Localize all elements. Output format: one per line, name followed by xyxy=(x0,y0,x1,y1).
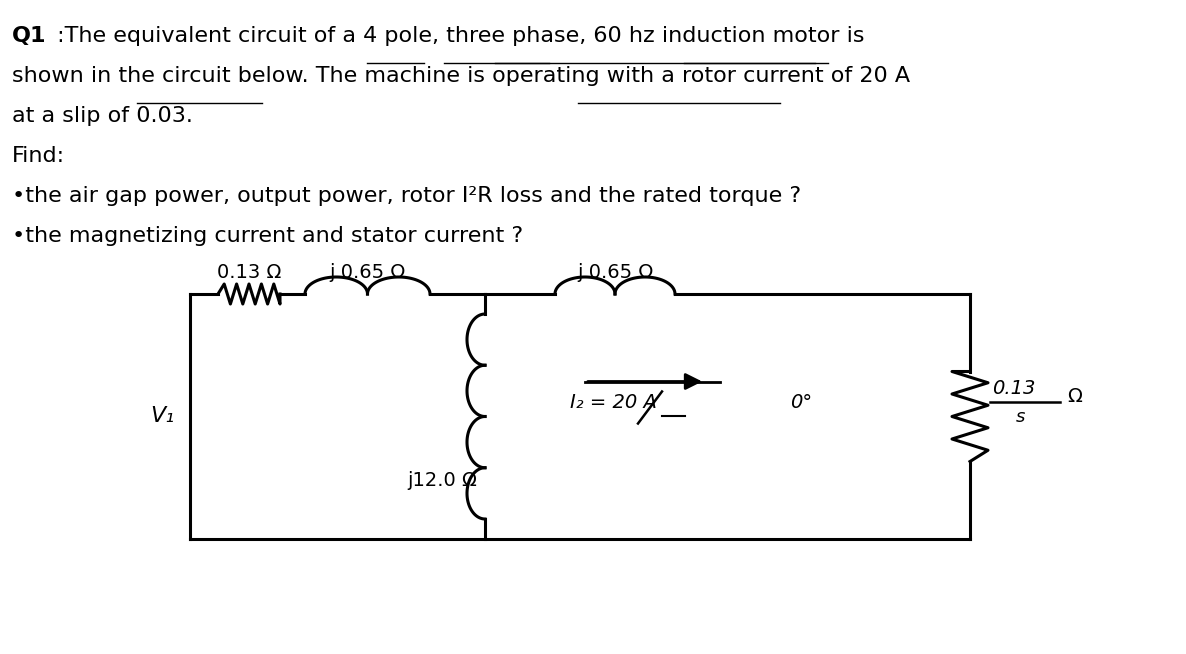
Text: Ω: Ω xyxy=(1067,387,1082,406)
Text: j 0.65 Ω: j 0.65 Ω xyxy=(576,263,653,282)
Text: j 0.65 Ω: j 0.65 Ω xyxy=(329,263,406,282)
Text: 0°: 0° xyxy=(790,394,812,413)
Text: •the magnetizing current and stator current ?: •the magnetizing current and stator curr… xyxy=(12,226,523,246)
Text: Q1: Q1 xyxy=(12,26,46,46)
Text: 0.13 Ω: 0.13 Ω xyxy=(217,263,281,282)
Text: j12.0 Ω: j12.0 Ω xyxy=(407,472,477,490)
Text: shown in the circuit below. The machine is operating with a rotor current of 20 : shown in the circuit below. The machine … xyxy=(12,66,910,86)
Text: s: s xyxy=(1015,409,1025,426)
Text: :The equivalent circuit of a 4 pole, three phase, 60 hz induction motor is: :The equivalent circuit of a 4 pole, thr… xyxy=(50,26,865,46)
Text: V₁: V₁ xyxy=(149,407,174,426)
Text: 0.13: 0.13 xyxy=(991,379,1035,398)
Text: at a slip of 0.03.: at a slip of 0.03. xyxy=(12,106,193,126)
Text: Find:: Find: xyxy=(12,146,65,166)
Text: I₂ = 20 A: I₂ = 20 A xyxy=(570,394,663,413)
Text: •the air gap power, output power, rotor I²R loss and the rated torque ?: •the air gap power, output power, rotor … xyxy=(12,186,801,206)
